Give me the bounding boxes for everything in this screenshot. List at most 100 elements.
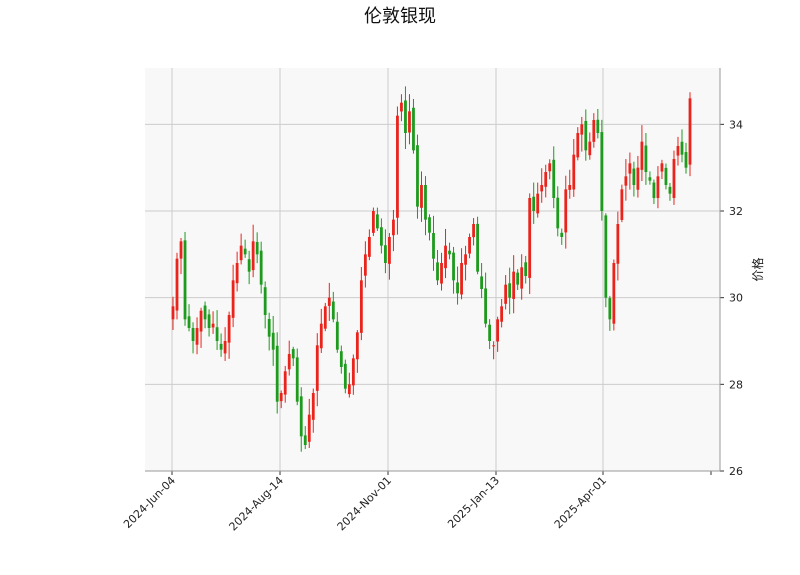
candle-body: [656, 176, 660, 199]
x-tick-label: 2024-Aug-14: [227, 474, 287, 534]
candle-body: [420, 185, 423, 208]
candle-body: [620, 189, 624, 220]
candle-body: [564, 189, 568, 233]
candle-body: [468, 237, 471, 254]
candle-body: [492, 345, 496, 347]
candle-body: [215, 327, 219, 341]
candle-body: [572, 154, 576, 190]
candle-body: [299, 396, 303, 437]
candle-body: [247, 259, 251, 272]
candle-body: [384, 245, 387, 263]
candle-body: [488, 324, 492, 341]
candle-body: [392, 219, 395, 236]
candle-body: [428, 217, 431, 233]
candle-body: [235, 263, 239, 284]
candle-body: [291, 349, 295, 359]
candle-body: [239, 245, 243, 261]
chart-title: 伦敦银现: [364, 6, 436, 27]
candle-body: [388, 237, 391, 264]
y-tick-label: 34: [729, 118, 743, 131]
x-tick-label: 2025-Apr-01: [552, 474, 609, 531]
candle-body: [223, 341, 227, 354]
candle-body: [476, 223, 479, 272]
candle-body: [319, 323, 323, 349]
candle-body: [311, 393, 315, 420]
x-tick-label: 2024-Nov-01: [335, 474, 394, 533]
candle-body: [576, 133, 580, 158]
candle-body: [584, 120, 588, 151]
candle-body: [355, 332, 359, 360]
candle-body: [408, 111, 411, 133]
y-tick-label: 32: [729, 205, 743, 218]
candle-body: [448, 250, 451, 255]
candle-body: [552, 159, 556, 198]
candle-body: [207, 314, 211, 328]
candle-body: [608, 298, 612, 320]
candle-body: [440, 263, 443, 284]
candle-body: [339, 351, 343, 367]
candle-body: [612, 263, 616, 324]
candle-body: [616, 224, 620, 264]
candle-body: [496, 319, 500, 342]
candle-body: [191, 328, 195, 341]
candle-body: [648, 177, 652, 181]
candle-body: [303, 435, 307, 445]
candle-body: [187, 316, 191, 328]
candle-body: [432, 233, 435, 259]
candle-body: [287, 354, 291, 370]
candle-body: [175, 258, 179, 311]
candle-body: [688, 98, 692, 165]
candle-body: [508, 283, 512, 298]
candle-body: [592, 120, 596, 142]
candle-body: [416, 145, 419, 207]
y-axis-label: 价格: [750, 257, 765, 281]
candle-body: [219, 343, 223, 350]
candle-body: [211, 323, 215, 328]
candle-body: [460, 263, 463, 295]
candle-body: [267, 318, 271, 337]
candle-body: [179, 241, 183, 259]
candle-body: [628, 163, 632, 174]
candle-body: [660, 163, 664, 172]
candle-body: [380, 227, 383, 246]
candle-body: [604, 215, 608, 298]
candle-body: [540, 185, 544, 192]
candle-body: [532, 196, 536, 211]
candle-body: [335, 321, 339, 350]
candle-body: [636, 167, 640, 190]
candle-body: [672, 159, 676, 198]
plot-area: [145, 68, 720, 471]
y-tick-label: 30: [729, 292, 743, 305]
candle-body: [444, 245, 447, 269]
candle-body: [588, 141, 592, 156]
candle-body: [644, 145, 648, 172]
candle-body: [464, 254, 467, 265]
candle-body: [480, 276, 483, 289]
y-tick-label: 26: [729, 465, 743, 478]
candle-body: [295, 357, 299, 402]
candle-body: [283, 371, 287, 395]
x-tick-label: 2025-Jan-13: [445, 474, 502, 531]
candle-body: [424, 184, 427, 220]
candle-body: [556, 197, 560, 229]
candle-body: [528, 198, 532, 278]
candle-body: [279, 393, 283, 402]
candle-body: [400, 102, 403, 112]
candle-body: [484, 288, 488, 324]
candle-body: [520, 267, 524, 289]
candle-body: [684, 152, 688, 168]
x-tick-label: 2024-Jun-04: [121, 474, 178, 531]
candle-body: [512, 271, 516, 299]
candle-body: [327, 297, 331, 306]
candle-body: [524, 262, 528, 276]
candle-body: [436, 262, 439, 281]
candle-body: [315, 345, 319, 391]
candle-body: [632, 168, 636, 185]
candle-body: [664, 167, 668, 185]
candle-body: [680, 141, 684, 155]
candle-body: [331, 301, 335, 320]
candle-body: [371, 211, 375, 233]
candle-body: [548, 163, 552, 172]
candle-body: [227, 315, 231, 343]
